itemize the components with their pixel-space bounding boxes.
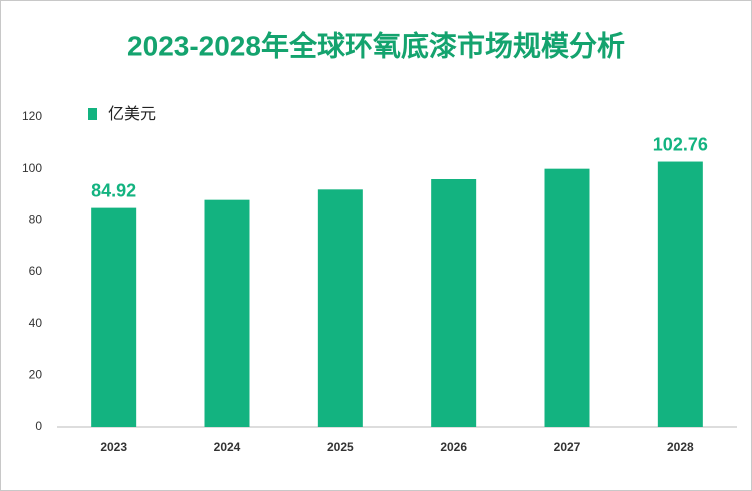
- bar: [91, 207, 137, 427]
- legend-swatch: [88, 108, 97, 120]
- y-tick-label: 40: [29, 316, 43, 330]
- x-tick-label: 2023: [100, 440, 127, 454]
- x-tick-label: 2027: [554, 440, 581, 454]
- legend-label: 亿美元: [108, 105, 156, 123]
- x-tick-label: 2025: [327, 440, 354, 454]
- y-tick-label: 60: [29, 264, 43, 278]
- bar: [317, 189, 363, 427]
- bar: [431, 179, 477, 427]
- bar: [204, 199, 250, 427]
- x-tick-label: 2024: [214, 440, 241, 454]
- bar: [657, 161, 703, 427]
- y-tick-label: 120: [22, 109, 42, 123]
- x-tick-label: 2028: [667, 440, 694, 454]
- bar: [544, 168, 590, 427]
- chart-title: 2023-2028年全球环氧底漆市场规模分析: [127, 29, 625, 61]
- x-tick-label: 2026: [440, 440, 467, 454]
- y-tick-label: 20: [29, 368, 43, 382]
- data-label: 102.76: [653, 134, 708, 154]
- y-tick-label: 0: [35, 419, 42, 433]
- y-tick-label: 100: [22, 161, 42, 175]
- data-label: 84.92: [91, 180, 136, 200]
- y-tick-label: 80: [29, 213, 43, 227]
